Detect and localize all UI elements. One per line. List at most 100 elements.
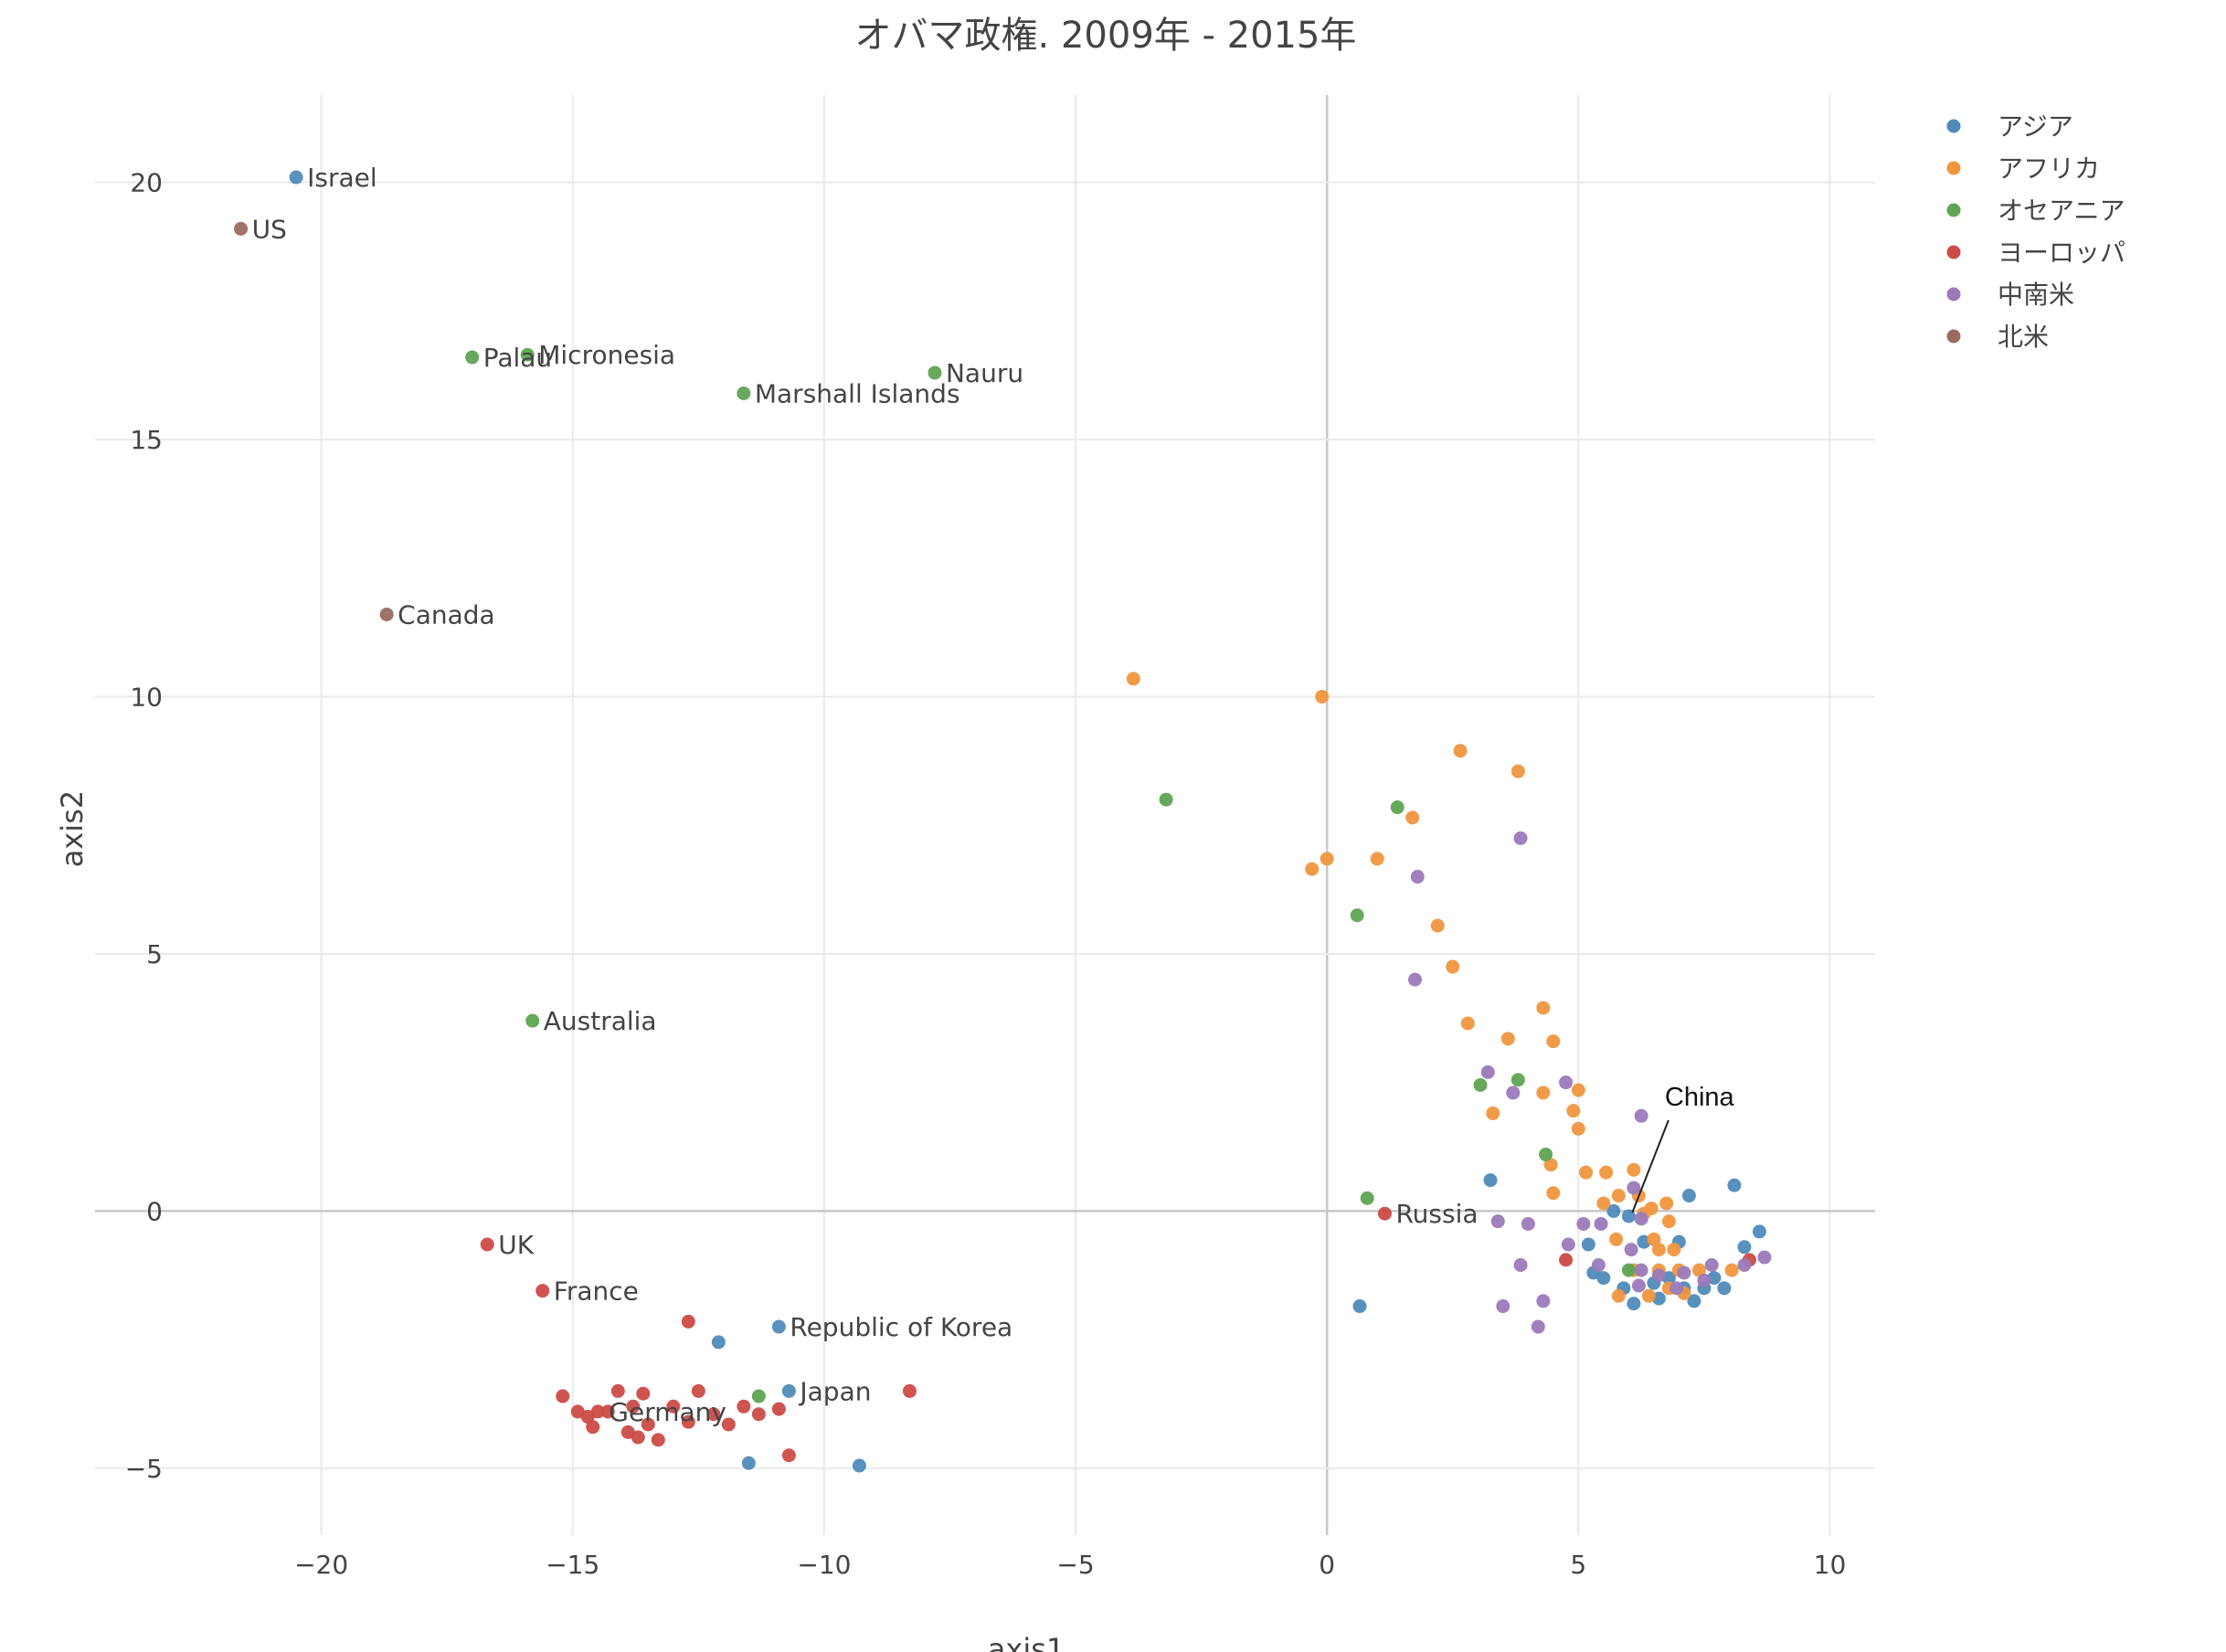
data-point bbox=[1631, 1278, 1646, 1293]
data-point bbox=[234, 221, 249, 236]
data-point bbox=[580, 1410, 595, 1424]
data-point bbox=[1360, 1191, 1374, 1205]
data-point bbox=[1661, 1214, 1676, 1229]
data-point bbox=[1510, 764, 1525, 778]
point-label: Nauru bbox=[946, 358, 1023, 388]
data-point bbox=[1606, 1203, 1621, 1218]
data-point bbox=[1737, 1240, 1752, 1255]
data-point bbox=[1446, 959, 1460, 974]
data-point bbox=[1596, 1196, 1611, 1211]
point-label: US bbox=[252, 214, 287, 244]
data-point bbox=[1546, 1186, 1561, 1201]
legend-marker bbox=[1946, 203, 1961, 217]
data-point bbox=[1407, 972, 1422, 987]
point-label: Australia bbox=[544, 1006, 657, 1036]
legend-marker bbox=[1946, 119, 1961, 133]
point-label: Palau bbox=[483, 343, 552, 373]
axis-ticks: −20 −15 −10 −5 0 5 10 −5 0 5 10 15 20 bbox=[125, 168, 1847, 1580]
data-point bbox=[1473, 1078, 1488, 1092]
data-point bbox=[1561, 1237, 1575, 1252]
data-point bbox=[1390, 800, 1404, 815]
data-point bbox=[1627, 1162, 1641, 1177]
data-point bbox=[600, 1404, 615, 1419]
legend-label[interactable]: アフリカ bbox=[1998, 154, 2100, 184]
data-point bbox=[1704, 1258, 1719, 1272]
data-point bbox=[1536, 1085, 1551, 1100]
data-point bbox=[1670, 1281, 1684, 1296]
data-point bbox=[1370, 852, 1384, 866]
data-point bbox=[1315, 690, 1330, 704]
data-point bbox=[1510, 1073, 1525, 1087]
x-tick-label: 5 bbox=[1570, 1550, 1586, 1580]
data-point bbox=[1483, 1173, 1498, 1188]
legend-label[interactable]: 中南米 bbox=[1998, 280, 2074, 310]
point-label: Republic of Korea bbox=[790, 1312, 1012, 1342]
data-point bbox=[1320, 852, 1334, 866]
data-point bbox=[1647, 1232, 1661, 1246]
data-point bbox=[1641, 1288, 1656, 1303]
data-point bbox=[1627, 1181, 1641, 1195]
data-point bbox=[1737, 1258, 1752, 1272]
data-point bbox=[681, 1414, 695, 1429]
annotation-arrow bbox=[1631, 1119, 1670, 1213]
x-axis-label: axis1 bbox=[988, 1632, 1065, 1652]
data-point bbox=[610, 1383, 625, 1398]
data-point bbox=[1591, 1258, 1606, 1272]
data-point bbox=[1757, 1250, 1772, 1265]
grid-lines bbox=[95, 95, 1875, 1535]
data-point bbox=[1581, 1237, 1595, 1252]
data-point bbox=[771, 1402, 786, 1416]
data-point bbox=[379, 607, 394, 621]
data-point bbox=[631, 1430, 645, 1445]
data-points bbox=[234, 170, 1772, 1473]
data-point bbox=[465, 350, 480, 365]
data-point bbox=[1305, 862, 1320, 876]
data-point bbox=[1536, 1294, 1551, 1308]
point-label: Japan bbox=[798, 1376, 871, 1406]
point-label: Marshall Islands bbox=[755, 378, 960, 408]
point-label: Germany bbox=[609, 1397, 726, 1427]
data-point bbox=[1377, 1206, 1392, 1221]
x-tick-label: −20 bbox=[294, 1550, 348, 1580]
data-point bbox=[1599, 1165, 1614, 1180]
data-point bbox=[1430, 918, 1445, 933]
point-label: Israel bbox=[307, 163, 377, 193]
data-point bbox=[1486, 1106, 1500, 1120]
data-point bbox=[1506, 1085, 1521, 1100]
x-tick-label: 0 bbox=[1319, 1550, 1335, 1580]
data-point bbox=[1513, 831, 1528, 845]
data-point bbox=[1521, 1216, 1535, 1231]
data-point bbox=[1634, 1212, 1648, 1226]
legend-label[interactable]: アジア bbox=[1998, 111, 2073, 142]
legend-label[interactable]: 北米 bbox=[1998, 322, 2049, 352]
data-point bbox=[1513, 1258, 1528, 1272]
legend-label[interactable]: ヨーロッパ bbox=[1998, 238, 2125, 268]
data-point bbox=[691, 1383, 705, 1398]
data-point bbox=[737, 386, 751, 400]
annotation-label: China bbox=[1665, 1083, 1735, 1112]
data-point bbox=[902, 1383, 917, 1398]
data-point bbox=[1559, 1075, 1574, 1090]
data-point bbox=[1724, 1263, 1739, 1277]
data-point bbox=[781, 1383, 796, 1398]
data-point bbox=[1571, 1083, 1585, 1097]
data-point bbox=[1559, 1253, 1574, 1267]
data-point bbox=[626, 1399, 641, 1414]
data-point bbox=[1627, 1297, 1641, 1311]
data-point bbox=[781, 1448, 796, 1463]
legend-marker bbox=[1946, 329, 1961, 344]
data-point bbox=[1717, 1281, 1732, 1296]
data-point bbox=[1624, 1243, 1638, 1257]
data-point bbox=[1571, 1121, 1585, 1136]
data-point bbox=[1576, 1216, 1591, 1231]
y-tick-label: 10 bbox=[130, 683, 163, 713]
annotations: China bbox=[1631, 1083, 1735, 1213]
data-point bbox=[651, 1433, 665, 1447]
data-point bbox=[771, 1319, 786, 1334]
y-tick-label: 0 bbox=[146, 1196, 163, 1226]
legend-label[interactable]: オセアニア bbox=[1998, 196, 2125, 226]
data-point bbox=[1460, 1016, 1475, 1031]
point-label: Russia bbox=[1395, 1199, 1478, 1229]
data-point bbox=[741, 1456, 756, 1470]
data-point bbox=[1496, 1299, 1510, 1314]
